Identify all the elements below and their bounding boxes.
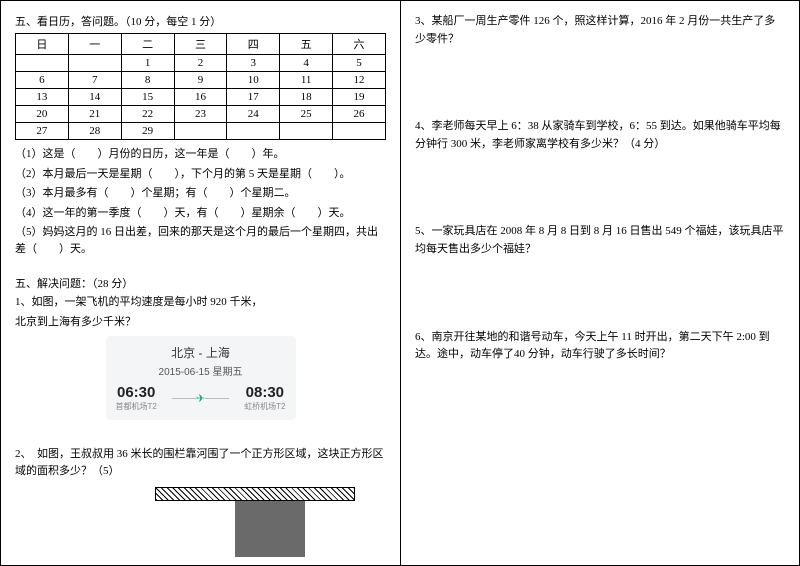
problem-2: 2、 如图，王叔叔用 36 米长的围栏靠河围了一个正方形区域，这块正方形区域的面… xyxy=(15,446,386,479)
plane-icon: ✈ xyxy=(172,392,229,405)
cal-cell: 25 xyxy=(280,106,333,123)
cal-cell xyxy=(227,123,280,140)
cal-q5: （5）妈妈这月的 16 日出差，回来的那天是这个月的最后一个星期四，共出差（ ）… xyxy=(15,224,386,257)
section5-title: 五、看日历，答问题。（10 分，每空 1 分） xyxy=(15,13,386,29)
cal-cell: 27 xyxy=(16,123,69,140)
cal-cell: 5 xyxy=(333,55,386,72)
wall-top-hatch xyxy=(155,487,355,501)
wall-post xyxy=(235,501,305,557)
arrive-time: 08:30 xyxy=(244,384,285,401)
cal-h4: 四 xyxy=(227,34,280,55)
calendar-row: 27 28 29 xyxy=(16,123,386,140)
arrive-sub: 虹桥机场T2 xyxy=(244,401,285,412)
problem-6: 6、南京开往某地的和谐号动车，今天上午 11 时开出，第二天下午 2:00 到达… xyxy=(415,329,785,364)
problem-1a: 1、如图，一架飞机的平均速度是每小时 920 千米， xyxy=(15,294,386,311)
calendar-table: 日 一 二 三 四 五 六 1 2 3 4 5 6 7 8 9 xyxy=(15,33,386,140)
right-column: 3、某船厂一周生产零件 126 个，照这样计算，2016 年 2 月份一共生产了… xyxy=(400,0,800,566)
column-divider xyxy=(400,10,401,556)
cal-cell: 9 xyxy=(174,72,227,89)
cal-cell: 15 xyxy=(121,89,174,106)
cal-cell: 14 xyxy=(68,89,121,106)
cal-cell: 24 xyxy=(227,106,280,123)
cal-cell: 16 xyxy=(174,89,227,106)
flight-depart: 06:30 首都机场T2 xyxy=(116,384,157,412)
cal-cell: 4 xyxy=(280,55,333,72)
cal-cell: 10 xyxy=(227,72,280,89)
cal-cell xyxy=(68,55,121,72)
cal-h1: 一 xyxy=(68,34,121,55)
left-column: 五、看日历，答问题。（10 分，每空 1 分） 日 一 二 三 四 五 六 1 … xyxy=(0,0,400,566)
cal-cell: 29 xyxy=(121,123,174,140)
cal-cell: 12 xyxy=(333,72,386,89)
cal-cell: 7 xyxy=(68,72,121,89)
depart-time: 06:30 xyxy=(116,384,157,401)
problem-1b: 北京到上海有多少千米？ xyxy=(15,314,386,331)
flight-route: 北京 - 上海 xyxy=(116,344,286,361)
problem-5: 5、一家玩具店在 2008 年 8 月 8 日到 8 月 16 日售出 549 … xyxy=(415,223,785,258)
cal-q3: （3）本月最多有（ ）个星期；有（ ）个星期二。 xyxy=(15,185,386,202)
cal-cell: 22 xyxy=(121,106,174,123)
cal-h3: 三 xyxy=(174,34,227,55)
cal-cell xyxy=(174,123,227,140)
problem-3: 3、某船厂一周生产零件 126 个，照这样计算，2016 年 2 月份一共生产了… xyxy=(415,13,785,48)
flight-card: 北京 - 上海 2015-06-15 星期五 06:30 首都机场T2 ✈ 08… xyxy=(106,336,296,420)
cal-h0: 日 xyxy=(16,34,69,55)
calendar-row: 20 21 22 23 24 25 26 xyxy=(16,106,386,123)
cal-h6: 六 xyxy=(333,34,386,55)
cal-cell: 1 xyxy=(121,55,174,72)
cal-cell: 2 xyxy=(174,55,227,72)
cal-q1: （1）这是（ ）月份的日历，这一年是（ ）年。 xyxy=(15,146,386,163)
cal-cell: 26 xyxy=(333,106,386,123)
cal-cell: 13 xyxy=(16,89,69,106)
cal-q4: （4）这一年的第一季度（ ）天，有（ ）星期余（ ）天。 xyxy=(15,205,386,222)
cal-cell: 3 xyxy=(227,55,280,72)
cal-h2: 二 xyxy=(121,34,174,55)
cal-q2: （2）本月最后一天是星期（ ），下个月的第 5 天是星期（ ）。 xyxy=(15,166,386,183)
cal-cell: 19 xyxy=(333,89,386,106)
cal-cell: 28 xyxy=(68,123,121,140)
cal-cell: 18 xyxy=(280,89,333,106)
flight-arrive: 08:30 虹桥机场T2 xyxy=(244,384,285,412)
cal-cell xyxy=(333,123,386,140)
cal-h5: 五 xyxy=(280,34,333,55)
cal-cell xyxy=(280,123,333,140)
calendar-header-row: 日 一 二 三 四 五 六 xyxy=(16,34,386,55)
cal-cell: 11 xyxy=(280,72,333,89)
cal-cell: 8 xyxy=(121,72,174,89)
calendar-row: 1 2 3 4 5 xyxy=(16,55,386,72)
cal-cell: 21 xyxy=(68,106,121,123)
calendar-row: 6 7 8 9 10 11 12 xyxy=(16,72,386,89)
flight-date: 2015-06-15 星期五 xyxy=(116,363,286,378)
wall-diagram xyxy=(155,487,355,557)
cal-cell: 6 xyxy=(16,72,69,89)
cal-cell: 23 xyxy=(174,106,227,123)
cal-cell: 20 xyxy=(16,106,69,123)
solve-title: 五、解决问题：（28 分） xyxy=(15,275,386,291)
problem-4: 4、李老师每天早上 6：38 从家骑车到学校，6：55 到达。如果他骑车平均每分… xyxy=(415,118,785,153)
cal-cell xyxy=(16,55,69,72)
cal-cell: 17 xyxy=(227,89,280,106)
depart-sub: 首都机场T2 xyxy=(116,401,157,412)
calendar-row: 13 14 15 16 17 18 19 xyxy=(16,89,386,106)
